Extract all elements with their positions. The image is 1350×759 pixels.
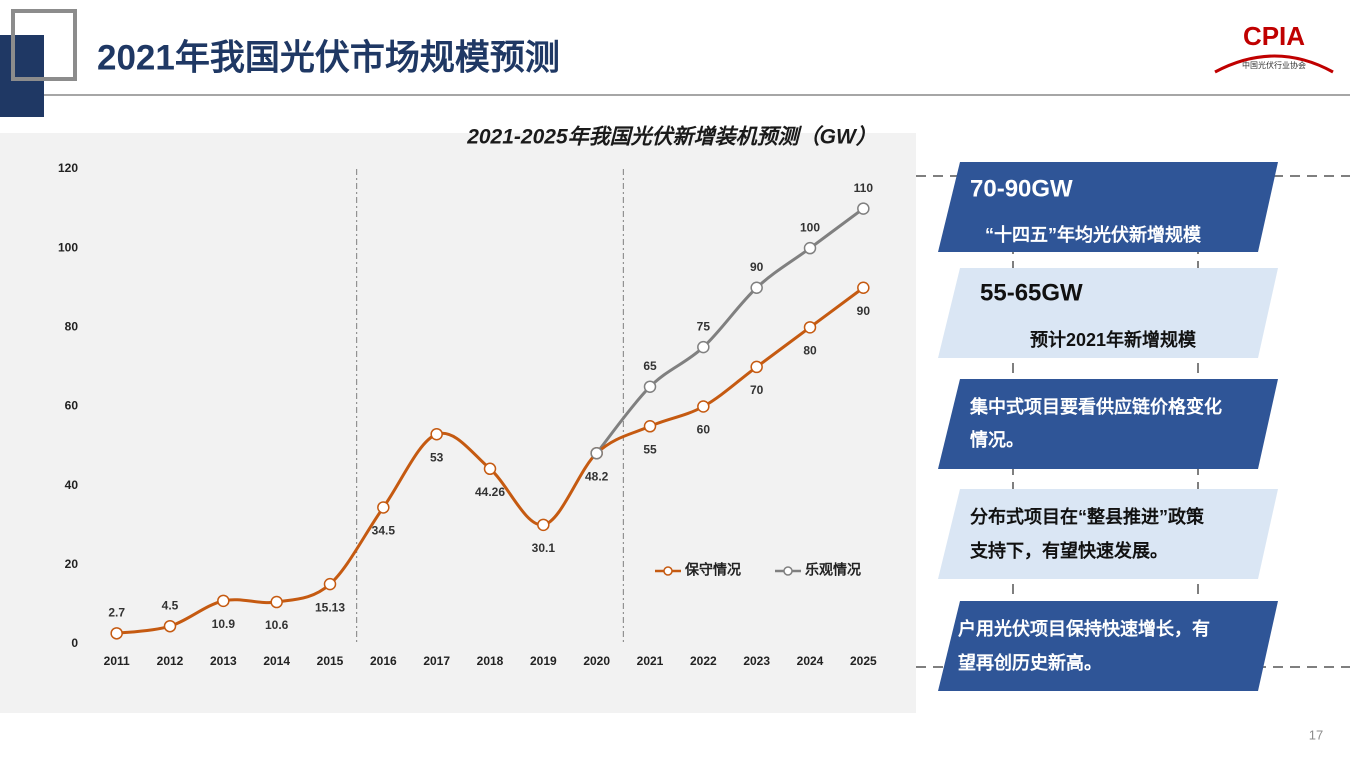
logo-arc — [1214, 54, 1334, 74]
data-point — [377, 501, 390, 514]
page-number: 17 — [1309, 727, 1323, 742]
data-label: 4.5 — [162, 598, 179, 612]
x-tick-label: 2012 — [157, 654, 184, 668]
data-label: 15.13 — [315, 600, 345, 614]
data-point — [537, 518, 550, 532]
legend-label: 乐观情况 — [805, 562, 861, 578]
data-point — [697, 400, 710, 413]
y-tick-label: 80 — [65, 320, 79, 334]
data-label: 75 — [697, 319, 711, 333]
data-point — [323, 577, 337, 591]
data-label: 30.1 — [532, 541, 556, 555]
data-label: 10.9 — [212, 617, 236, 631]
data-point — [483, 462, 497, 476]
panel-text: 分布式项目在“整县推进”政策 — [970, 506, 1205, 527]
y-tick-label: 20 — [65, 557, 79, 571]
data-label: 60 — [697, 423, 711, 437]
x-tick-label: 2018 — [477, 654, 504, 668]
x-tick-label: 2025 — [850, 654, 877, 668]
data-point — [643, 420, 657, 433]
header-frame — [11, 9, 77, 81]
panel — [938, 162, 1278, 252]
data-label: 10.6 — [265, 618, 289, 632]
data-label: 80 — [803, 344, 817, 358]
data-point — [857, 202, 870, 215]
data-label: 48.2 — [585, 469, 609, 483]
x-tick-label: 2024 — [797, 654, 824, 668]
y-tick-label: 60 — [65, 399, 79, 413]
data-label: 2.7 — [108, 605, 125, 619]
chart-title: 2021-2025年我国光伏新增装机预测（GW） — [466, 125, 877, 149]
y-tick-label: 40 — [65, 478, 79, 492]
logo: CPIA — [1243, 21, 1305, 51]
panel — [938, 379, 1278, 469]
data-label: 90 — [857, 304, 871, 318]
data-point — [750, 360, 763, 374]
panel — [938, 268, 1278, 358]
data-point — [430, 427, 443, 441]
data-point — [590, 446, 603, 460]
panel-text: 集中式项目要看供应链价格变化 — [969, 396, 1222, 417]
legend-label: 保守情况 — [684, 562, 741, 578]
panels: 70-90GW “十四五”年均光伏新增规模 55-65GW 预计2021年新增规模集中… — [938, 162, 1278, 691]
data-label: 34.5 — [372, 524, 396, 538]
data-point — [643, 380, 657, 393]
legend-marker — [663, 566, 673, 576]
data-label: 65 — [643, 359, 657, 373]
data-point — [857, 281, 870, 294]
panel — [938, 489, 1278, 579]
x-tick-label: 2016 — [370, 654, 397, 668]
chart-background — [0, 133, 916, 713]
header-block — [0, 35, 44, 117]
panel-text: 预计2021年新增规模 — [1030, 329, 1197, 350]
x-tick-label: 2015 — [317, 654, 344, 668]
data-point — [163, 619, 177, 633]
panel-text: “十四五”年均光伏新增规模 — [985, 224, 1202, 245]
data-point — [750, 281, 763, 294]
x-tick-label: 2022 — [690, 654, 717, 668]
x-tick-label: 2021 — [637, 654, 664, 668]
data-point — [110, 627, 123, 640]
data-label: 55 — [643, 442, 657, 456]
data-label: 110 — [854, 181, 874, 195]
data-label: 53 — [430, 450, 444, 464]
panel-heading: 55-65GW — [980, 279, 1083, 306]
x-tick-label: 2011 — [104, 654, 130, 668]
panel — [938, 601, 1278, 691]
panel-text: 情况。 — [970, 430, 1024, 450]
y-tick-label: 120 — [58, 161, 78, 175]
data-point — [803, 321, 817, 334]
data-point — [270, 595, 283, 609]
x-tick-label: 2023 — [743, 654, 770, 668]
data-label: 44.26 — [475, 485, 505, 499]
panel-text: 户用光伏项目保持快速增长，有 — [958, 618, 1210, 639]
y-tick-label: 0 — [71, 636, 78, 650]
data-point — [217, 594, 230, 608]
x-tick-label: 2017 — [423, 654, 450, 668]
x-tick-label: 2013 — [210, 654, 237, 668]
data-label: 100 — [800, 220, 820, 234]
panel-text: 支持下，有望快速发展。 — [969, 540, 1168, 561]
logo-sub: 中国光伏行业协会 — [1242, 60, 1306, 70]
data-label: 70 — [750, 383, 764, 397]
x-tick-label: 2020 — [583, 654, 610, 668]
data-point — [803, 241, 817, 255]
x-tick-label: 2019 — [530, 654, 557, 668]
slide-title: 2021年我国光伏市场规模预测 — [97, 38, 560, 77]
data-label: 90 — [750, 260, 764, 274]
x-tick-label: 2014 — [263, 654, 290, 668]
legend-marker — [783, 566, 793, 576]
panel-heading: 70-90GW — [970, 175, 1073, 202]
y-tick-label: 100 — [58, 240, 78, 254]
panel-text: 望再创历史新高。 — [958, 652, 1102, 673]
data-point — [697, 340, 710, 354]
